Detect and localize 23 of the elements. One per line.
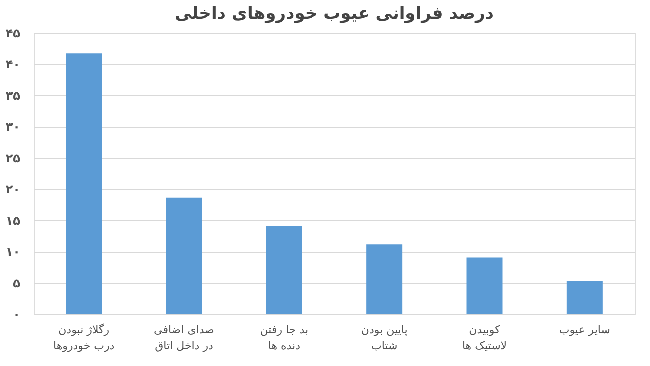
bar bbox=[366, 244, 403, 314]
y-tick-label: ۵ bbox=[13, 276, 20, 290]
y-tick-label: ۱۵ bbox=[6, 214, 20, 228]
x-tick-label: صدای اضافی در داخل اتاق bbox=[154, 324, 214, 352]
y-tick-label: ۴۰ bbox=[6, 58, 20, 72]
x-tick-label: رگلاژ نبودن درب خودروها bbox=[53, 324, 115, 352]
x-tick-label: سایر عیوب bbox=[559, 324, 610, 336]
y-tick-label: ۰ bbox=[13, 308, 20, 322]
y-tick-label: ۲۵ bbox=[6, 151, 20, 166]
y-tick-label: ۳۰ bbox=[6, 120, 20, 134]
x-tick-label: کوبیدن لاستیک ها bbox=[462, 324, 508, 352]
y-tick-label: ۲۰ bbox=[6, 182, 20, 197]
y-tick-label: ۱۰ bbox=[6, 245, 20, 260]
y-tick-label: ۳۵ bbox=[6, 88, 20, 103]
bar bbox=[566, 282, 603, 314]
y-tick-label: ۴۵ bbox=[6, 26, 20, 40]
chart-title: درصد فراوانی عیوب خودروهای داخلی bbox=[175, 4, 494, 24]
x-tick-label: بد جا رفتن دنده ها bbox=[260, 324, 309, 352]
x-tick-label: پایین بودن شتاب bbox=[361, 324, 408, 352]
bar bbox=[466, 258, 503, 314]
bar bbox=[266, 226, 302, 314]
bar bbox=[66, 54, 102, 314]
bar bbox=[166, 198, 202, 314]
